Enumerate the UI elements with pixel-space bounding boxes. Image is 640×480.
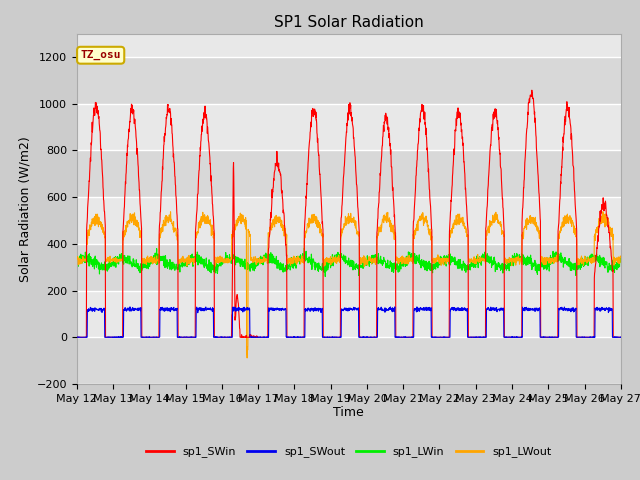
- sp1_LWout: [243, 355, 251, 361]
- sp1_SWout: [617, 335, 625, 340]
- sp1_SWout: [73, 335, 81, 340]
- sp1_SWout: [126, 304, 134, 310]
- Line: sp1_SWin: sp1_SWin: [77, 90, 621, 337]
- sp1_SWin: [569, 162, 577, 168]
- sp1_LWin: [73, 262, 81, 268]
- sp1_LWin: [225, 257, 232, 263]
- Legend: sp1_SWin, sp1_SWout, sp1_LWin, sp1_LWout: sp1_SWin, sp1_SWout, sp1_LWin, sp1_LWout: [141, 442, 556, 462]
- sp1_SWout: [569, 308, 577, 313]
- sp1_SWin: [584, 335, 592, 340]
- sp1_LWin: [508, 262, 515, 268]
- sp1_SWin: [617, 335, 625, 340]
- sp1_LWout: [365, 257, 372, 263]
- sp1_LWout: [569, 219, 577, 225]
- sp1_SWout: [507, 335, 515, 340]
- sp1_LWin: [365, 256, 372, 262]
- Line: sp1_SWout: sp1_SWout: [77, 307, 621, 337]
- sp1_SWout: [376, 306, 384, 312]
- Text: TZ_osu: TZ_osu: [81, 50, 121, 60]
- sp1_LWin: [321, 274, 329, 279]
- sp1_LWout: [73, 255, 81, 261]
- Bar: [77, 150, 621, 197]
- sp1_SWout: [584, 335, 592, 340]
- Title: SP1 Solar Radiation: SP1 Solar Radiation: [274, 15, 424, 30]
- sp1_SWout: [365, 335, 372, 340]
- sp1_LWout: [617, 254, 625, 260]
- sp1_SWin: [528, 87, 536, 93]
- Bar: [77, 244, 621, 290]
- sp1_LWin: [570, 262, 577, 268]
- sp1_SWin: [73, 335, 81, 340]
- sp1_LWout: [584, 255, 592, 261]
- Bar: [77, 57, 621, 104]
- sp1_LWin: [617, 257, 625, 263]
- sp1_LWout: [507, 257, 515, 263]
- sp1_LWout: [599, 209, 607, 215]
- sp1_LWin: [584, 257, 592, 263]
- sp1_LWout: [376, 227, 384, 232]
- sp1_SWin: [376, 170, 384, 176]
- X-axis label: Time: Time: [333, 407, 364, 420]
- sp1_SWin: [225, 335, 232, 340]
- sp1_SWout: [225, 334, 232, 340]
- sp1_LWin: [377, 253, 385, 259]
- sp1_SWin: [507, 335, 515, 340]
- sp1_LWin: [301, 245, 308, 251]
- Line: sp1_LWout: sp1_LWout: [77, 212, 621, 358]
- Y-axis label: Solar Radiation (W/m2): Solar Radiation (W/m2): [18, 136, 31, 282]
- Line: sp1_LWin: sp1_LWin: [77, 248, 621, 276]
- sp1_LWout: [225, 256, 232, 262]
- Bar: [77, 337, 621, 384]
- sp1_SWin: [365, 335, 372, 340]
